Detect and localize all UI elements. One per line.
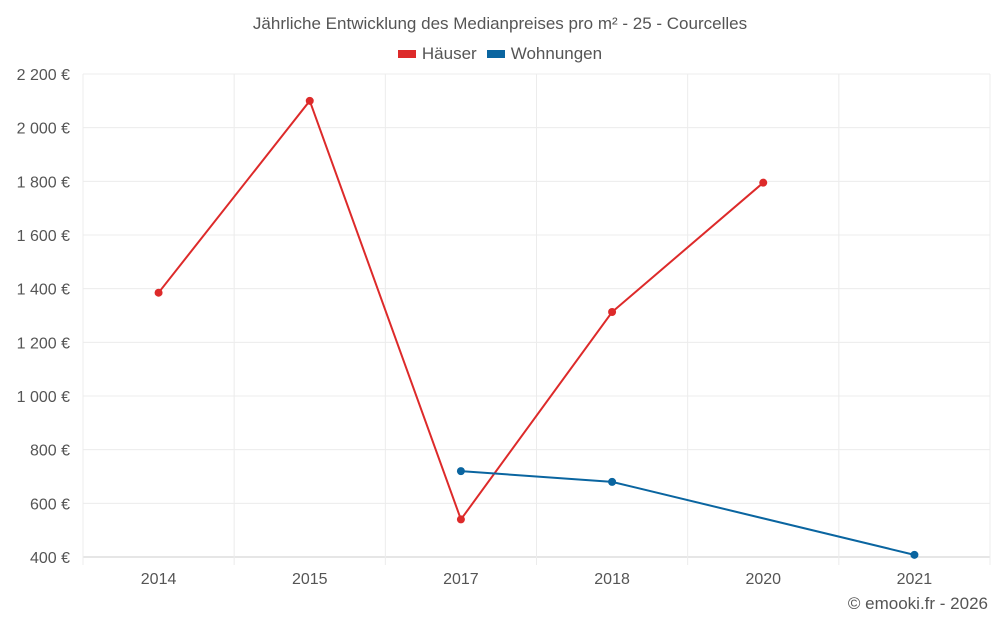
data-point — [456, 515, 465, 524]
y-tick-label: 1 200 € — [17, 335, 70, 352]
data-point — [608, 477, 617, 486]
chart-title: Jährliche Entwicklung des Medianpreises … — [252, 14, 748, 33]
legend-item-wohnungen[interactable]: Wohnungen — [486, 44, 603, 64]
x-tick-label: 2020 — [745, 571, 781, 588]
data-point — [608, 308, 617, 317]
legend: Häuser Wohnungen — [0, 44, 1000, 64]
legend-swatch — [397, 50, 416, 58]
data-point — [305, 96, 314, 105]
credit: © emooki.fr - 2026 — [847, 594, 988, 613]
y-tick-label: 1 600 € — [17, 228, 70, 245]
x-tick-label: 2015 — [292, 571, 328, 588]
series-line-0 — [157, 98, 764, 522]
x-tick-label: 2018 — [594, 571, 630, 588]
data-point — [759, 178, 768, 187]
y-tick-label: 1 000 € — [17, 389, 70, 406]
legend-label: Wohnungen — [510, 44, 603, 63]
data-point — [154, 288, 163, 297]
y-tick-label: 1 800 € — [17, 174, 70, 191]
legend-swatch — [486, 50, 505, 58]
legend-label: Häuser — [421, 44, 477, 63]
x-tick-label: 2021 — [897, 571, 933, 588]
data-point — [456, 467, 465, 476]
y-tick-label: 800 € — [30, 443, 70, 460]
y-tick-label: 600 € — [30, 496, 70, 513]
legend-item-haeuser[interactable]: Häuser — [397, 44, 477, 64]
y-tick-label: 2 200 € — [17, 67, 70, 84]
x-tick-label: 2017 — [443, 571, 479, 588]
y-tick-label: 400 € — [30, 550, 70, 567]
y-tick-label: 1 400 € — [17, 282, 70, 299]
y-tick-label: 2 000 € — [17, 121, 70, 138]
data-point — [910, 550, 919, 559]
x-tick-label: 2014 — [141, 571, 177, 588]
